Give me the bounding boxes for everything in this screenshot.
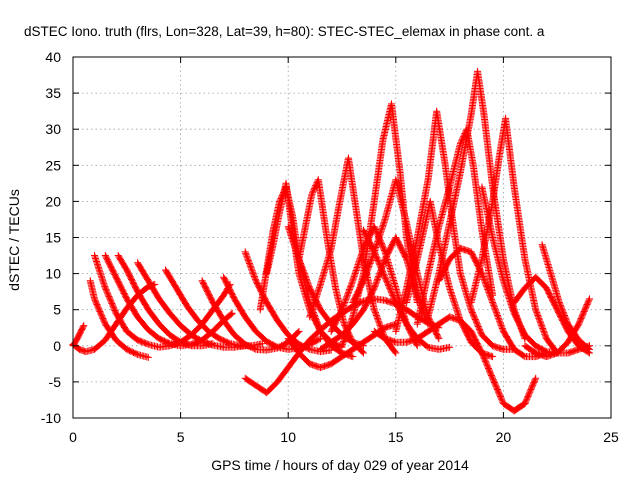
series-5 xyxy=(114,252,217,350)
x-axis-label: GPS time / hours of day 029 of year 2014 xyxy=(211,457,469,473)
series-17-markers xyxy=(306,154,400,357)
y-tick-label: 25 xyxy=(45,157,61,173)
series-5-markers xyxy=(114,252,217,350)
y-tick-label: -5 xyxy=(49,374,62,390)
series-24-markers xyxy=(510,374,540,415)
x-tick-label: 5 xyxy=(177,429,185,445)
series-34 xyxy=(521,295,593,361)
series-34-markers xyxy=(521,295,593,361)
series-6 xyxy=(134,259,249,351)
series-24 xyxy=(510,374,540,415)
y-tick-label: 35 xyxy=(45,85,61,101)
y-tick-label: 40 xyxy=(45,49,61,65)
y-tick-label: 20 xyxy=(45,193,61,209)
y-tick-label: -10 xyxy=(41,410,61,426)
y-tick-labels: -10 -5 0 5 10 15 20 25 30 35 40 xyxy=(41,49,61,426)
series-28-markers xyxy=(424,67,529,343)
series-6-markers xyxy=(134,259,249,351)
series-32-markers xyxy=(510,273,593,357)
series-31 xyxy=(478,183,593,357)
x-tick-label: 15 xyxy=(388,429,404,445)
series-2-markers xyxy=(86,277,152,361)
series-28 xyxy=(424,67,529,343)
data-points xyxy=(69,67,593,415)
x-tick-label: 20 xyxy=(496,429,512,445)
x-tick-label: 0 xyxy=(69,429,77,445)
y-axis-label: dSTEC / TECUs xyxy=(6,189,22,291)
series-30-markers xyxy=(467,114,561,357)
series-17 xyxy=(306,154,400,357)
series-31-markers xyxy=(478,183,593,357)
series-21-markers xyxy=(349,176,443,343)
y-tick-label: 5 xyxy=(53,302,61,318)
chart-title: dSTEC Iono. truth (flrs, Lon=328, Lat=39… xyxy=(24,24,545,39)
y-tick-label: 10 xyxy=(45,266,61,282)
y-tick-label: 0 xyxy=(53,338,61,354)
x-tick-label: 10 xyxy=(280,429,296,445)
y-tick-label: 15 xyxy=(45,230,61,246)
series-32 xyxy=(510,273,593,357)
axis-ticks xyxy=(72,56,612,419)
series-2 xyxy=(86,277,152,361)
series-21 xyxy=(349,176,443,343)
x-tick-labels: 0 5 10 15 20 25 xyxy=(69,429,619,445)
series-30 xyxy=(467,114,561,357)
y-tick-label: 30 xyxy=(45,121,61,137)
x-tick-label: 25 xyxy=(603,429,619,445)
